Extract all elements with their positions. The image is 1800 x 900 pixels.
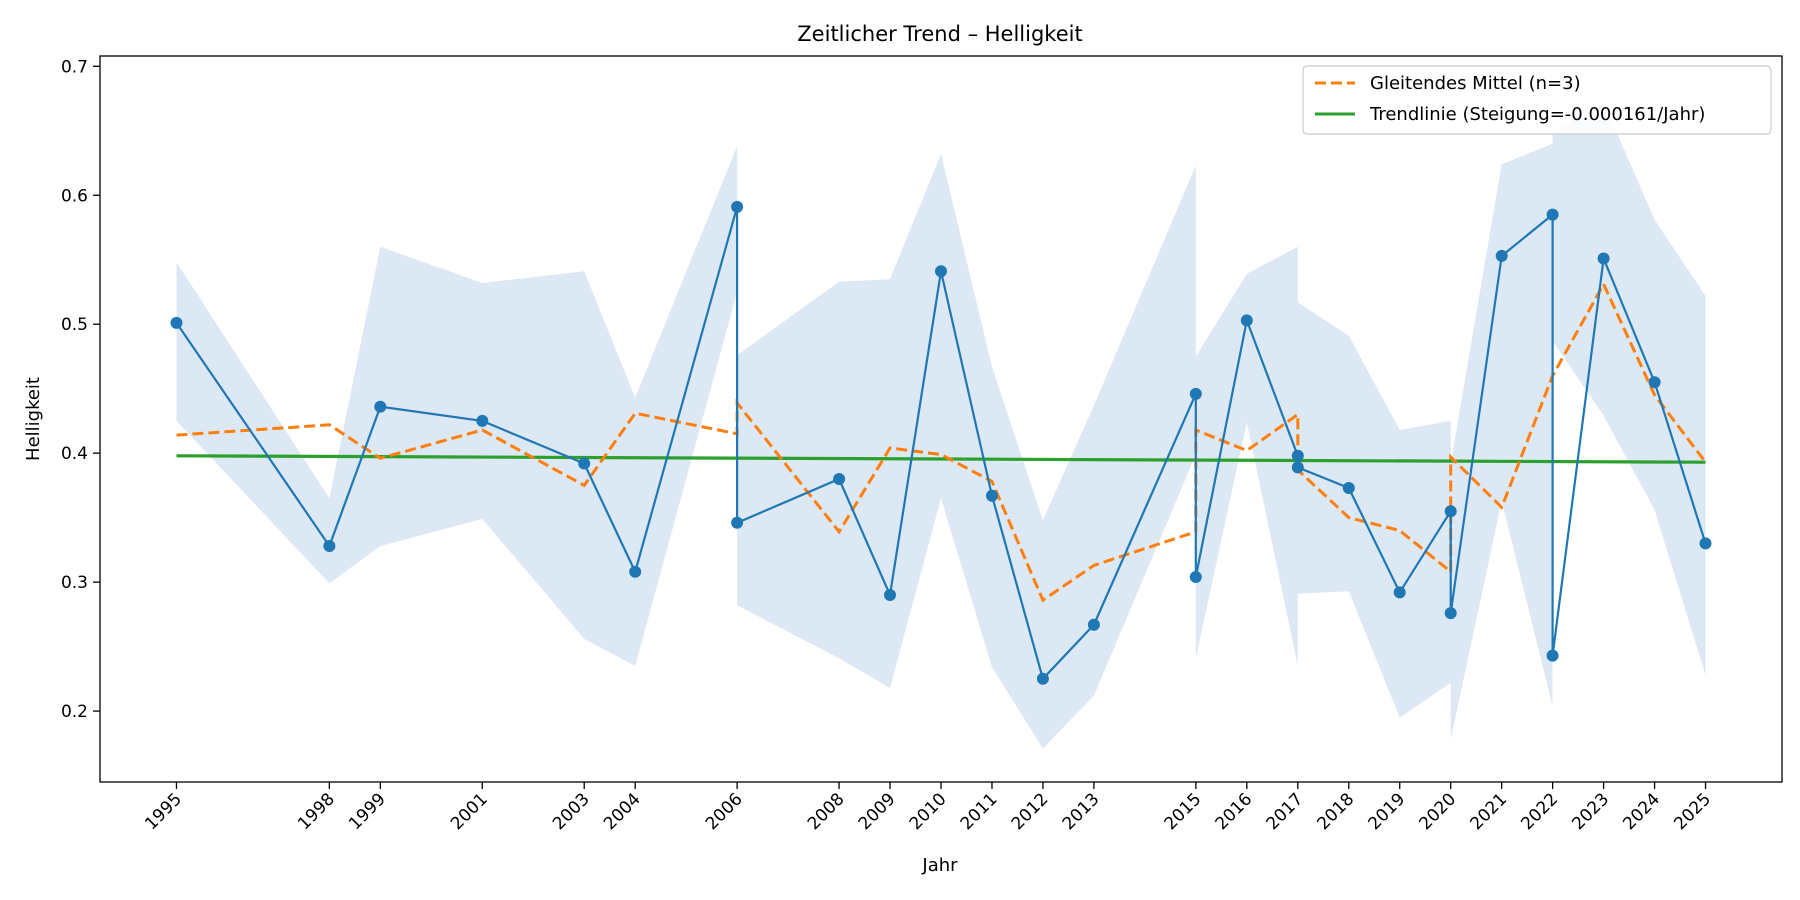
data-point [1036, 672, 1049, 685]
x-axis-label: Jahr [921, 855, 958, 876]
data-point [731, 516, 744, 529]
data-point [1189, 571, 1202, 583]
data-point [1291, 449, 1304, 462]
plot-area [170, 102, 1712, 749]
data-point [1699, 537, 1712, 550]
confidence-band [176, 102, 1706, 749]
data-point [884, 589, 896, 601]
y-axis-label: Helligkeit [23, 377, 44, 461]
y-tick-label: 0.4 [61, 444, 88, 464]
data-point [323, 540, 336, 552]
data-point [170, 316, 183, 329]
y-tick-label: 0.6 [61, 186, 88, 206]
data-point [833, 473, 846, 485]
y-tick-label: 0.2 [61, 702, 88, 722]
data-point [1342, 482, 1355, 494]
data-point [1291, 461, 1304, 474]
data-point [1087, 618, 1100, 631]
chart-title: Zeitlicher Trend – Helligkeit [797, 22, 1082, 46]
legend: Gleitendes Mittel (n=3) Trendlinie (Stei… [1302, 65, 1772, 135]
data-point [1597, 252, 1610, 265]
y-tick-label: 0.7 [61, 57, 88, 77]
data-point [1546, 208, 1559, 221]
data-point [731, 200, 744, 213]
data-point [1546, 649, 1559, 662]
data-point [986, 489, 998, 502]
y-tick-label: 0.5 [61, 315, 88, 335]
data-point [935, 265, 947, 278]
legend-box [1302, 65, 1772, 135]
data-point [1495, 249, 1508, 262]
data-point [476, 414, 489, 427]
data-point [1189, 387, 1202, 400]
data-point [1393, 586, 1406, 599]
legend-label-moving-average: Gleitendes Mittel (n=3) [1370, 73, 1581, 94]
data-point [629, 565, 642, 578]
trend-line [176, 454, 1706, 464]
data-point [1444, 607, 1457, 620]
data-point [1648, 376, 1661, 389]
data-point [1240, 314, 1253, 327]
moving-average-line [176, 280, 1707, 603]
data-point [374, 400, 387, 413]
data-point [578, 457, 591, 470]
y-tick-label: 0.3 [61, 573, 88, 593]
data-point [1444, 505, 1457, 518]
legend-label-trend: Trendlinie (Steigung=-0.000161/Jahr) [1369, 104, 1705, 125]
